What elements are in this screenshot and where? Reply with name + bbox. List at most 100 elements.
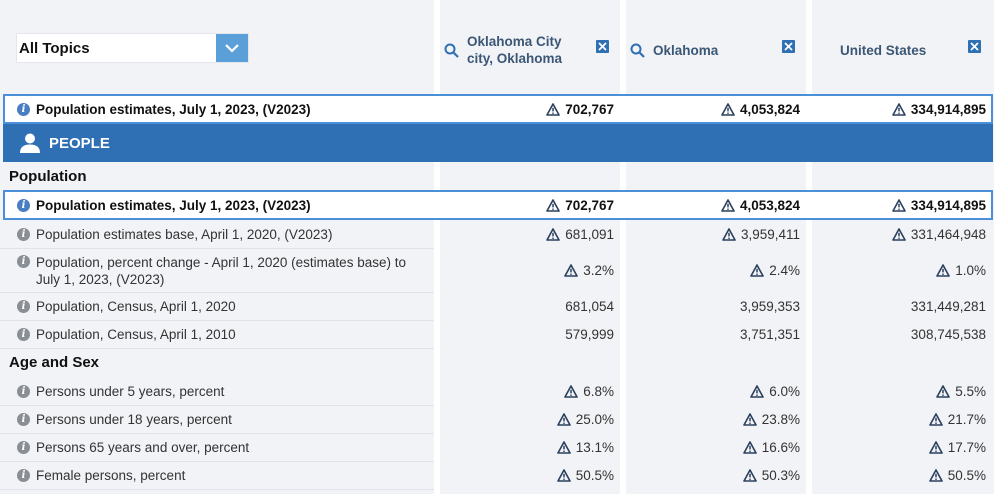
close-icon[interactable] xyxy=(782,40,795,53)
row-value: 23.8% xyxy=(761,411,800,427)
warning-triangle-icon[interactable] xyxy=(742,468,757,482)
column-oklahoma-city xyxy=(440,0,620,494)
row-label: Population estimates base, April 1, 2020… xyxy=(36,226,333,242)
info-icon[interactable]: i xyxy=(17,227,30,241)
selected-row-highlight xyxy=(3,190,993,220)
row-value: 13.1% xyxy=(575,439,614,455)
row-label: Population, percent change - April 1, 20… xyxy=(36,254,406,288)
topics-select[interactable]: All Topics xyxy=(16,33,249,63)
search-icon[interactable] xyxy=(630,43,645,58)
info-icon[interactable]: i xyxy=(17,327,30,341)
warning-triangle-icon[interactable] xyxy=(564,384,579,398)
row-value: 331,464,948 xyxy=(910,226,986,242)
warning-triangle-icon[interactable] xyxy=(722,227,736,241)
close-icon[interactable] xyxy=(968,40,981,53)
info-icon[interactable]: i xyxy=(17,384,30,398)
warning-triangle-icon[interactable] xyxy=(721,198,735,212)
warning-triangle-icon[interactable] xyxy=(742,412,757,426)
row-label: Persons under 18 years, percent xyxy=(36,411,232,427)
location-header-oklahoma-city[interactable]: Oklahoma City city, Oklahoma xyxy=(444,30,562,70)
location-name: Oklahoma City city, Oklahoma xyxy=(467,33,562,67)
warning-triangle-icon[interactable] xyxy=(892,227,906,241)
table-row[interactable]: i Persons under 5 years, percent 6.8% 6.0… xyxy=(0,377,1000,405)
warning-triangle-icon[interactable] xyxy=(928,412,943,426)
section-heading-age-and-sex: Age and Sex xyxy=(9,354,100,371)
table-row[interactable]: i Persons under 18 years, percent 25.0% 2… xyxy=(0,405,1000,433)
info-icon[interactable]: i xyxy=(17,299,30,313)
warning-triangle-icon[interactable] xyxy=(546,198,560,212)
warning-triangle-icon[interactable] xyxy=(556,440,571,454)
info-icon[interactable]: i xyxy=(17,255,30,268)
row-value: 2.4% xyxy=(769,262,800,278)
warning-triangle-icon[interactable] xyxy=(750,263,765,277)
table-row[interactable]: i Female persons, percent 50.5% 50.3% 50.… xyxy=(0,461,1000,489)
row-label: Population estimates, July 1, 2023, (V20… xyxy=(36,197,311,213)
row-value: 702,767 xyxy=(565,101,614,117)
table-row[interactable]: i Population, percent change - April 1, … xyxy=(0,248,1000,292)
people-section-header[interactable]: PEOPLE xyxy=(3,124,993,162)
warning-triangle-icon[interactable] xyxy=(546,227,560,241)
table-row[interactable]: i Population, Census, April 1, 2010 579,9… xyxy=(0,320,1000,348)
row-label: Population, Census, April 1, 2020 xyxy=(36,298,236,314)
close-icon[interactable] xyxy=(596,40,609,53)
table-row[interactable]: i Persons 65 years and over, percent 13.1… xyxy=(0,433,1000,461)
row-value: 6.0% xyxy=(769,383,800,399)
warning-triangle-icon[interactable] xyxy=(892,102,906,116)
warning-triangle-icon[interactable] xyxy=(936,263,951,277)
row-value: 5.5% xyxy=(955,383,986,399)
row-divider xyxy=(0,248,434,249)
warning-triangle-icon[interactable] xyxy=(928,440,943,454)
location-header-oklahoma[interactable]: Oklahoma xyxy=(630,30,718,70)
row-value: 16.6% xyxy=(761,439,800,455)
row-divider xyxy=(0,292,434,293)
row-divider xyxy=(0,405,434,406)
row-divider xyxy=(0,489,434,490)
row-value: 50.5% xyxy=(575,467,614,483)
location-name-line2: city, Oklahoma xyxy=(467,51,563,66)
row-value: 3.2% xyxy=(583,262,614,278)
location-name: United States xyxy=(840,42,927,58)
column-oklahoma xyxy=(626,0,806,494)
warning-triangle-icon[interactable] xyxy=(742,440,757,454)
person-icon xyxy=(19,132,41,154)
warning-triangle-icon[interactable] xyxy=(928,468,943,482)
row-value: 702,767 xyxy=(565,197,614,213)
info-icon[interactable]: i xyxy=(17,198,30,212)
warning-triangle-icon[interactable] xyxy=(556,412,571,426)
table-row[interactable]: i Population estimates, July 1, 2023, (V2… xyxy=(0,190,1000,220)
info-icon[interactable]: i xyxy=(17,412,30,426)
warning-triangle-icon[interactable] xyxy=(556,468,571,482)
table-row[interactable]: i Population, Census, April 1, 2020 681,0… xyxy=(0,292,1000,320)
row-value: 681,054 xyxy=(565,298,614,314)
row-value: 6.8% xyxy=(583,383,614,399)
chevron-down-icon[interactable] xyxy=(216,34,248,62)
warning-triangle-icon[interactable] xyxy=(564,263,579,277)
row-value: 50.5% xyxy=(947,467,986,483)
row-value: 4,053,824 xyxy=(739,197,800,213)
location-name: Oklahoma xyxy=(653,42,719,58)
warning-triangle-icon[interactable] xyxy=(546,102,560,116)
warning-triangle-icon[interactable] xyxy=(750,384,765,398)
warning-triangle-icon[interactable] xyxy=(892,198,906,212)
row-label-line2: July 1, 2023, (V2023) xyxy=(36,272,165,287)
row-divider xyxy=(0,320,434,321)
row-value: 334,914,895 xyxy=(910,197,986,213)
row-value: 579,999 xyxy=(565,326,614,342)
pinned-row[interactable]: i Population estimates, July 1, 2023, (V2… xyxy=(0,94,1000,124)
warning-triangle-icon[interactable] xyxy=(936,384,951,398)
row-value: 334,914,895 xyxy=(910,101,986,117)
row-value: 3,751,351 xyxy=(739,326,800,342)
row-divider xyxy=(0,461,434,462)
warning-triangle-icon[interactable] xyxy=(721,102,735,116)
row-value: 50.3% xyxy=(761,467,800,483)
info-icon[interactable]: i xyxy=(17,468,30,482)
row-value: 308,745,538 xyxy=(910,326,986,342)
people-section-label: PEOPLE xyxy=(49,134,110,152)
row-value: 25.0% xyxy=(575,411,614,427)
info-icon[interactable]: i xyxy=(17,440,30,454)
table-row[interactable]: i Population estimates base, April 1, 202… xyxy=(0,220,1000,248)
row-value: 3,959,353 xyxy=(739,298,800,314)
row-value: 17.7% xyxy=(947,439,986,455)
info-icon[interactable]: i xyxy=(17,102,30,116)
search-icon[interactable] xyxy=(444,43,459,58)
